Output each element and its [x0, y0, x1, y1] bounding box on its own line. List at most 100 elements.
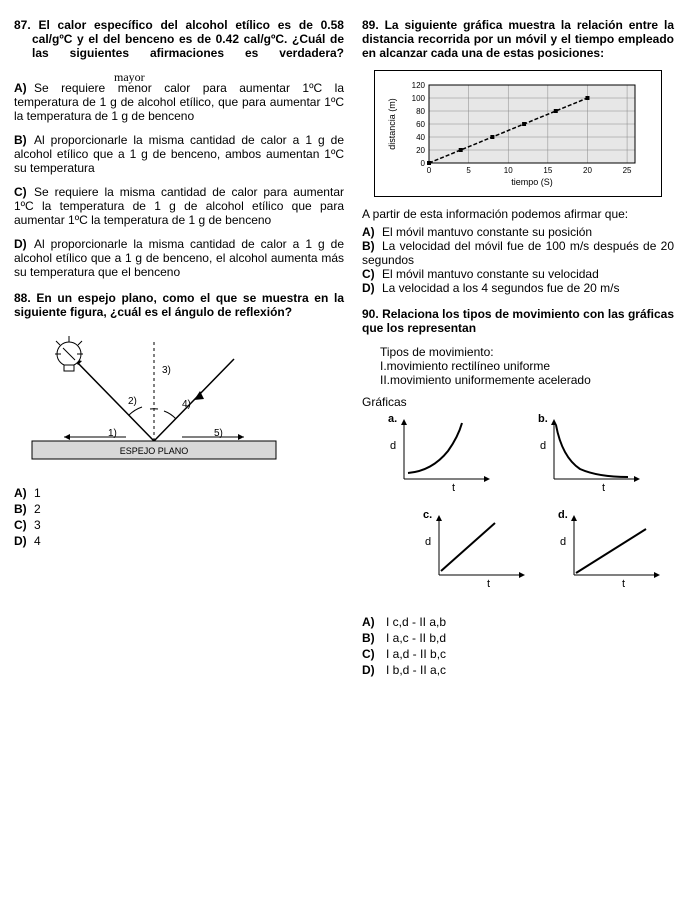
- q90: 90. Relaciona los tipos de movimiento co…: [362, 307, 674, 677]
- svg-text:2): 2): [128, 396, 137, 407]
- svg-text:5): 5): [214, 428, 223, 439]
- label-A: A): [362, 225, 382, 239]
- q90-optD: I b,d - II a,c: [386, 663, 446, 677]
- q87-optC-text: Se requiere la misma cantidad de calor p…: [14, 185, 344, 227]
- q90-number: 90.: [362, 307, 379, 321]
- q90-optB: I a,c - II b,d: [386, 631, 446, 645]
- q90-optA: I c,d - II a,b: [386, 615, 446, 629]
- q88-stem-text: En un espejo plano, como el que se muest…: [14, 291, 344, 319]
- q87-optA: A)Se requiere menor calor para aumentar …: [14, 81, 344, 123]
- q89-optC: C)El móvil mantuvo constante su velocida…: [362, 267, 674, 281]
- q89-after: A partir de esta información podemos afi…: [362, 207, 674, 221]
- svg-text:distancia (m): distancia (m): [387, 98, 397, 150]
- q88-options: A)1 B)2 C)3 D)4: [14, 486, 344, 548]
- label-C: C): [362, 647, 386, 661]
- svg-text:d: d: [560, 536, 566, 548]
- svg-text:d: d: [425, 536, 431, 548]
- label-A: A): [14, 486, 34, 500]
- movement-types: Tipos de movimiento: I.movimiento rectil…: [362, 345, 674, 387]
- svg-text:d: d: [540, 440, 546, 452]
- q88-optC: 3: [34, 518, 41, 532]
- q89-optD-text: La velocidad a los 4 segundos fue de 20 …: [382, 281, 620, 295]
- svg-text:t: t: [622, 578, 625, 589]
- svg-text:0: 0: [421, 159, 426, 168]
- q90-options: A)I c,d - II a,b B)I a,c - II b,d C)I a,…: [362, 615, 674, 677]
- mini-graphs: a. d t b. d t: [362, 413, 674, 603]
- distance-time-chart: 0 20 40 60 80 100 120 0 5 10 15 20 25 distancia (m) ti…: [374, 70, 662, 197]
- graph-b-label: b.: [538, 413, 548, 425]
- svg-text:25: 25: [623, 166, 632, 175]
- q89: 89. La siguiente gráfica muestra la rela…: [362, 18, 674, 295]
- svg-text:t: t: [487, 578, 490, 589]
- svg-text:20: 20: [416, 146, 425, 155]
- svg-text:10: 10: [504, 166, 513, 175]
- q87-stem: 87. El calor específico del alcohol etíl…: [14, 18, 344, 60]
- q89-optD: D)La velocidad a los 4 segundos fue de 2…: [362, 281, 674, 295]
- handwritten-note: mayor: [114, 70, 145, 84]
- label-A: A): [362, 615, 386, 629]
- q89-stem: 89. La siguiente gráfica muestra la rela…: [362, 18, 674, 60]
- q87-optB: B)Al proporcionarle la misma cantidad de…: [14, 133, 344, 175]
- svg-text:100: 100: [412, 94, 426, 103]
- q88-stem: 88. En un espejo plano, como el que se m…: [14, 291, 344, 319]
- q90-optC: I a,d - II b,c: [386, 647, 446, 661]
- label-B: B): [362, 239, 382, 253]
- svg-text:40: 40: [416, 133, 425, 142]
- label-D: D): [14, 534, 34, 548]
- q88: 88. En un espejo plano, como el que se m…: [14, 291, 344, 548]
- q87-number: 87.: [14, 18, 31, 32]
- svg-text:t: t: [452, 482, 455, 493]
- graph-a: a. d t: [382, 413, 512, 503]
- graph-a-label: a.: [388, 413, 397, 425]
- label-B: B): [14, 133, 34, 147]
- graph-c: c. d t: [417, 509, 547, 599]
- type-I: I.movimiento rectilíneo uniforme: [380, 359, 674, 373]
- label-C: C): [14, 185, 34, 199]
- q90-stem: 90. Relaciona los tipos de movimiento co…: [362, 307, 674, 335]
- types-title: Tipos de movimiento:: [380, 345, 674, 359]
- label-D: D): [14, 237, 34, 251]
- svg-text:t: t: [602, 482, 605, 493]
- type-II: II.movimiento uniformemente acelerado: [380, 373, 674, 387]
- q89-stem-text: La siguiente gráfica muestra la relación…: [362, 18, 674, 60]
- label-D: D): [362, 663, 386, 677]
- svg-text:60: 60: [416, 120, 425, 129]
- svg-text:20: 20: [583, 166, 592, 175]
- q89-optB-text: La velocidad del móvil fue de 100 m/s de…: [362, 239, 674, 267]
- svg-text:tiempo (S): tiempo (S): [511, 177, 553, 187]
- q87-stem-text: El calor específico del alcohol etílico …: [32, 18, 344, 60]
- graph-d-label: d.: [558, 509, 568, 521]
- svg-text:120: 120: [412, 81, 426, 90]
- svg-text:5: 5: [466, 166, 471, 175]
- svg-text:3): 3): [162, 365, 171, 376]
- q88-optD: 4: [34, 534, 41, 548]
- q87-optD-text: Al proporcionarle la misma cantidad de c…: [14, 237, 344, 279]
- label-A: A): [14, 81, 34, 95]
- svg-text:d: d: [390, 440, 396, 452]
- mirror-figure: ESPEJO PLANO: [14, 329, 344, 472]
- svg-text:15: 15: [543, 166, 552, 175]
- q89-number: 89.: [362, 18, 379, 32]
- svg-text:80: 80: [416, 107, 425, 116]
- q89-optA-text: El móvil mantuvo constante su posición: [382, 225, 592, 239]
- label-D: D): [362, 281, 382, 295]
- label-C: C): [14, 518, 34, 532]
- q87-optA-text: Se requiere menor calor para aumentar 1º…: [14, 81, 344, 123]
- q87: 87. El calor específico del alcohol etíl…: [14, 18, 344, 279]
- q87-optC: C)Se requiere la misma cantidad de calor…: [14, 185, 344, 227]
- q88-number: 88.: [14, 291, 31, 305]
- graph-d: d. d t: [552, 509, 682, 599]
- q89-optC-text: El móvil mantuvo constante su velocidad: [382, 267, 599, 281]
- svg-text:4): 4): [182, 399, 191, 410]
- q90-stem-text: Relaciona los tipos de movimiento con la…: [362, 307, 674, 335]
- label-B: B): [14, 502, 34, 516]
- graph-c-label: c.: [423, 509, 432, 521]
- q88-optA: 1: [34, 486, 41, 500]
- svg-text:0: 0: [427, 166, 432, 175]
- label-B: B): [362, 631, 386, 645]
- q87-optB-text: Al proporcionarle la misma cantidad de c…: [14, 133, 344, 175]
- q89-optB: B)La velocidad del móvil fue de 100 m/s …: [362, 239, 674, 267]
- label-C: C): [362, 267, 382, 281]
- q88-optB: 2: [34, 502, 41, 516]
- graphs-title: Gráficas: [362, 395, 674, 409]
